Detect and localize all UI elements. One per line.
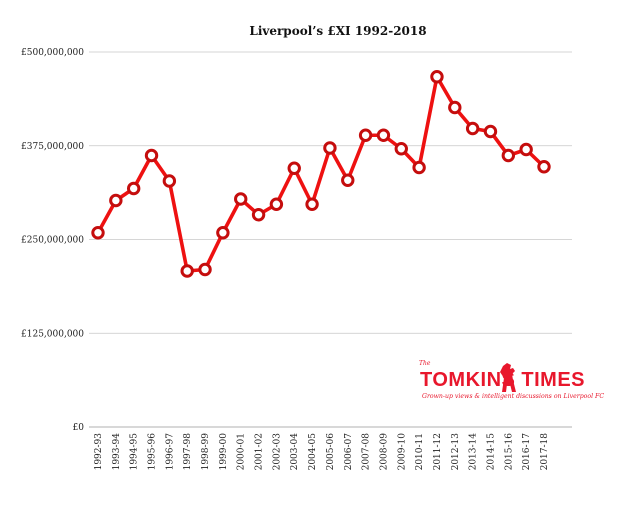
x-tick-label: 2010-11 xyxy=(415,433,425,470)
y-tick-label: £500,000,000 xyxy=(21,48,84,58)
data-point xyxy=(483,124,498,139)
x-tick-label: 1992-93 xyxy=(94,433,104,471)
chart-title: Liverpool’s £XI 1992-2018 xyxy=(249,24,426,38)
x-axis-ticks: 1992-93 1993-94 1994-95 1995-96 1996-97 1997-… xyxy=(94,433,550,471)
x-tick-label: 1994-95 xyxy=(130,433,140,471)
data-point xyxy=(537,160,551,174)
x-tick-label: 2008-09 xyxy=(379,433,389,471)
series-layer xyxy=(91,70,551,278)
watermark-tagline: Grown-up views & intelligent discussions… xyxy=(422,393,604,400)
data-point xyxy=(180,264,194,278)
x-tick-label: 2012-13 xyxy=(451,433,461,471)
data-point xyxy=(269,197,284,211)
y-tick-label: £250,000,000 xyxy=(21,236,84,246)
x-tick-label: 1993-94 xyxy=(112,433,122,471)
y-axis-ticks: £0 £125,000,000 £250,000,000 £375,000,000 £5… xyxy=(21,48,84,433)
data-point xyxy=(465,121,480,136)
x-tick-label: 2015-16 xyxy=(504,433,514,471)
x-tick-label: 2014-15 xyxy=(486,433,496,471)
x-tick-label: 2017-18 xyxy=(540,433,550,471)
data-point xyxy=(341,173,355,187)
x-tick-label: 2006-07 xyxy=(344,433,354,471)
watermark-the: The xyxy=(419,360,431,367)
x-tick-label: 2000-01 xyxy=(237,433,247,470)
data-point xyxy=(376,128,391,142)
data-point xyxy=(144,148,159,163)
data-point xyxy=(305,197,319,211)
data-point xyxy=(394,142,408,156)
x-tick-label: 1999-00 xyxy=(219,433,229,471)
x-tick-label: 2013-14 xyxy=(469,433,479,471)
y-tick-label: £125,000,000 xyxy=(21,329,84,339)
data-point xyxy=(91,226,105,240)
data-point xyxy=(430,70,444,84)
x-tick-label: 2005-06 xyxy=(326,433,336,471)
series-line xyxy=(96,74,546,273)
data-point xyxy=(109,193,123,208)
x-tick-label: 1996-97 xyxy=(165,433,175,471)
data-point xyxy=(287,161,301,175)
data-point xyxy=(198,262,212,277)
x-tick-label: 2011-12 xyxy=(433,433,443,470)
x-tick-label: 2007-08 xyxy=(362,433,372,471)
y-tick-label: £0 xyxy=(73,423,85,433)
x-tick-label: 2002-03 xyxy=(272,433,282,471)
gridlines xyxy=(89,51,572,428)
data-point xyxy=(501,148,516,163)
data-point xyxy=(126,181,141,196)
x-tick-label: 2003-04 xyxy=(290,433,300,471)
data-point xyxy=(412,160,426,175)
data-point xyxy=(323,141,337,155)
x-tick-label: 1997-98 xyxy=(183,433,193,471)
tomkins-times-watermark: The TOMKINS TIMES Grown-up views & intel… xyxy=(419,360,604,400)
data-point xyxy=(519,142,533,157)
x-tick-label: 2016-17 xyxy=(522,433,532,471)
data-point xyxy=(448,100,462,115)
data-point xyxy=(358,128,373,142)
liverbird-icon xyxy=(500,363,516,392)
watermark-name: TOMKINS TIMES xyxy=(420,369,585,391)
x-tick-label: 1995-96 xyxy=(148,433,158,471)
data-point xyxy=(216,226,230,240)
data-point xyxy=(234,192,248,206)
x-tick-label: 2004-05 xyxy=(308,433,318,471)
y-tick-label: £375,000,000 xyxy=(21,142,84,152)
x-tick-label: 2001-02 xyxy=(255,433,265,470)
x-tick-label: 2009-10 xyxy=(397,433,407,471)
x-tick-label: 1998-99 xyxy=(201,433,211,471)
data-point xyxy=(162,174,177,188)
data-point xyxy=(251,208,266,222)
